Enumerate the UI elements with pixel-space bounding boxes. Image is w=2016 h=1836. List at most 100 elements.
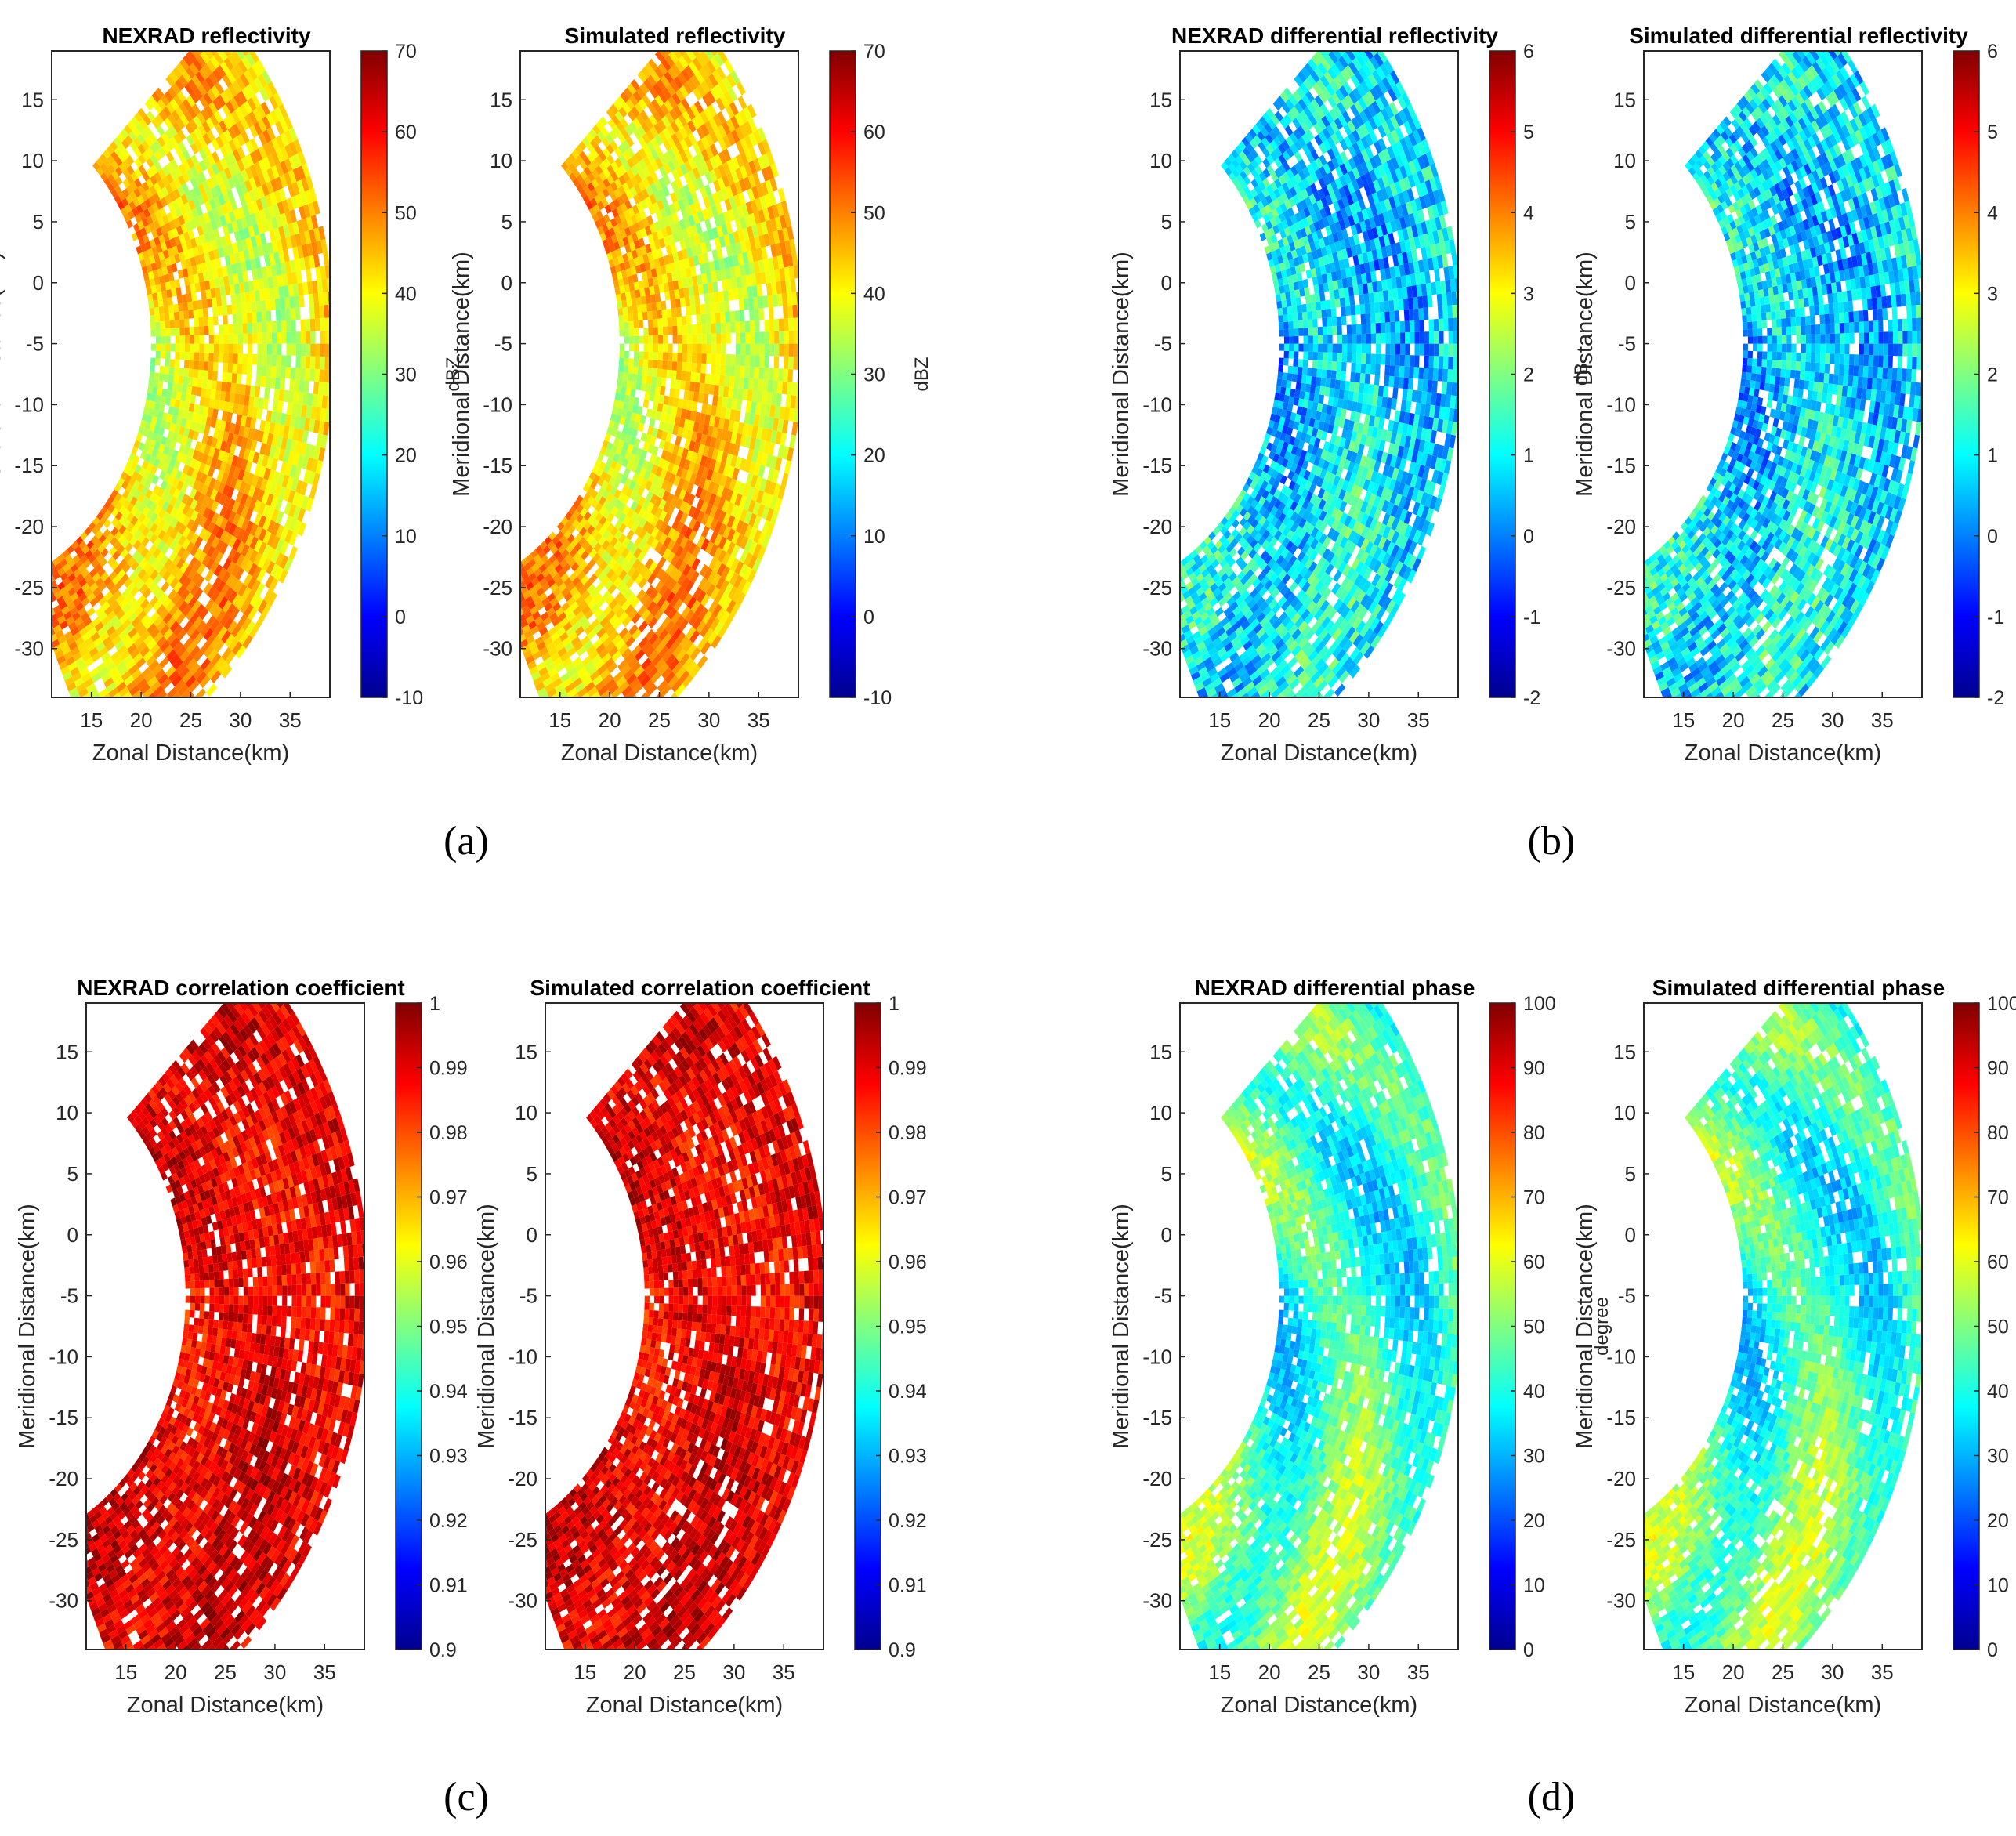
radar-gate xyxy=(726,515,736,529)
radar-gate xyxy=(233,208,241,221)
radar-gate xyxy=(231,373,237,384)
radar-gate xyxy=(262,354,267,366)
radar-gate xyxy=(169,636,180,650)
radar-gate xyxy=(162,570,172,581)
radar-gate xyxy=(631,661,642,674)
radar-gate xyxy=(648,696,650,697)
radar-gate xyxy=(617,143,627,154)
radar-gate xyxy=(154,161,162,172)
radar-gate xyxy=(756,390,763,404)
radar-gate xyxy=(653,455,661,467)
radar-gate xyxy=(191,412,198,422)
radar-gate xyxy=(127,643,137,654)
radar-gate xyxy=(707,282,714,294)
radar-gate xyxy=(228,139,237,152)
radar-gate xyxy=(157,411,164,420)
radar-gate xyxy=(697,232,705,244)
radar-gate xyxy=(626,508,635,519)
radar-gate xyxy=(143,603,153,614)
radar-gate xyxy=(621,139,631,151)
radar-gate xyxy=(722,596,733,610)
radar-gate xyxy=(617,544,626,555)
radar-gate xyxy=(110,517,119,527)
radar-gate xyxy=(675,683,686,697)
radar-gate xyxy=(673,201,681,212)
radar-gate xyxy=(143,634,154,646)
radar-gate xyxy=(168,588,177,601)
radar-gate xyxy=(110,714,121,725)
radar-gate xyxy=(617,185,626,196)
radar-gate xyxy=(722,499,730,513)
radar-gate xyxy=(617,580,626,592)
radar-gate xyxy=(718,291,725,302)
radar-gate xyxy=(147,430,154,440)
radar-gate xyxy=(648,58,658,71)
radar-gate xyxy=(521,608,524,616)
radar-gate xyxy=(306,331,311,344)
radar-gate xyxy=(76,683,86,693)
radar-gate xyxy=(173,132,183,145)
radar-gate xyxy=(615,293,622,302)
radar-gate xyxy=(197,112,206,125)
radar-gate xyxy=(639,351,644,360)
radar-gate xyxy=(736,592,746,607)
radar-gate xyxy=(262,129,272,143)
radar-gate xyxy=(695,114,705,127)
radar-gate xyxy=(639,415,646,425)
radar-gate xyxy=(551,698,561,708)
radar-gate xyxy=(227,363,233,373)
radar-gate xyxy=(588,207,596,216)
radar-gate xyxy=(111,170,119,180)
radar-gate xyxy=(165,704,176,716)
radar-gate xyxy=(623,365,629,373)
radar-gate xyxy=(605,543,614,554)
radar-gate xyxy=(215,439,223,450)
radar-gate xyxy=(178,175,186,186)
radar-gate xyxy=(216,470,224,482)
radar-gate xyxy=(677,398,684,409)
radar-gate xyxy=(561,161,569,171)
radar-gate xyxy=(121,603,132,614)
radar-gate xyxy=(789,434,797,449)
radar-gate xyxy=(151,664,163,676)
radar-gate xyxy=(715,353,722,365)
radar-gate xyxy=(585,703,595,714)
radar-gate xyxy=(581,620,591,631)
radar-gate xyxy=(75,559,84,569)
radar-gate xyxy=(644,287,650,296)
radar-gate xyxy=(734,218,743,231)
radar-gate xyxy=(200,473,208,484)
radar-gate xyxy=(591,168,599,179)
radar-gate xyxy=(241,518,250,531)
radar-gate xyxy=(202,542,212,555)
radar-gate xyxy=(294,465,302,480)
radar-gate xyxy=(178,215,186,226)
radar-gate xyxy=(669,290,675,300)
radar-gate xyxy=(106,625,116,636)
radar-gate xyxy=(528,572,537,581)
radar-gate xyxy=(638,422,645,433)
radar-gate xyxy=(707,228,715,241)
radar-gate xyxy=(157,519,166,530)
radar-gate xyxy=(599,232,607,241)
radar-gate xyxy=(654,580,664,592)
radar-gate xyxy=(223,557,232,571)
radar-gate xyxy=(194,317,199,327)
radar-gate xyxy=(177,491,185,502)
radar-gate xyxy=(764,343,770,356)
radar-gate xyxy=(234,478,243,491)
radar-gate xyxy=(280,132,289,147)
radar-gate xyxy=(614,415,621,424)
radar-gate xyxy=(130,172,139,182)
radar-gate xyxy=(184,327,190,336)
radar-gate xyxy=(610,266,617,275)
radar-gate xyxy=(747,499,756,513)
radar-gate xyxy=(310,458,319,473)
radar-gate xyxy=(153,299,159,308)
radar-gate xyxy=(564,520,573,531)
radar-gate xyxy=(178,600,188,613)
radar-gate xyxy=(165,102,176,114)
radar-gate xyxy=(547,578,556,588)
radar-gate xyxy=(195,205,204,217)
radar-gate xyxy=(744,366,750,378)
